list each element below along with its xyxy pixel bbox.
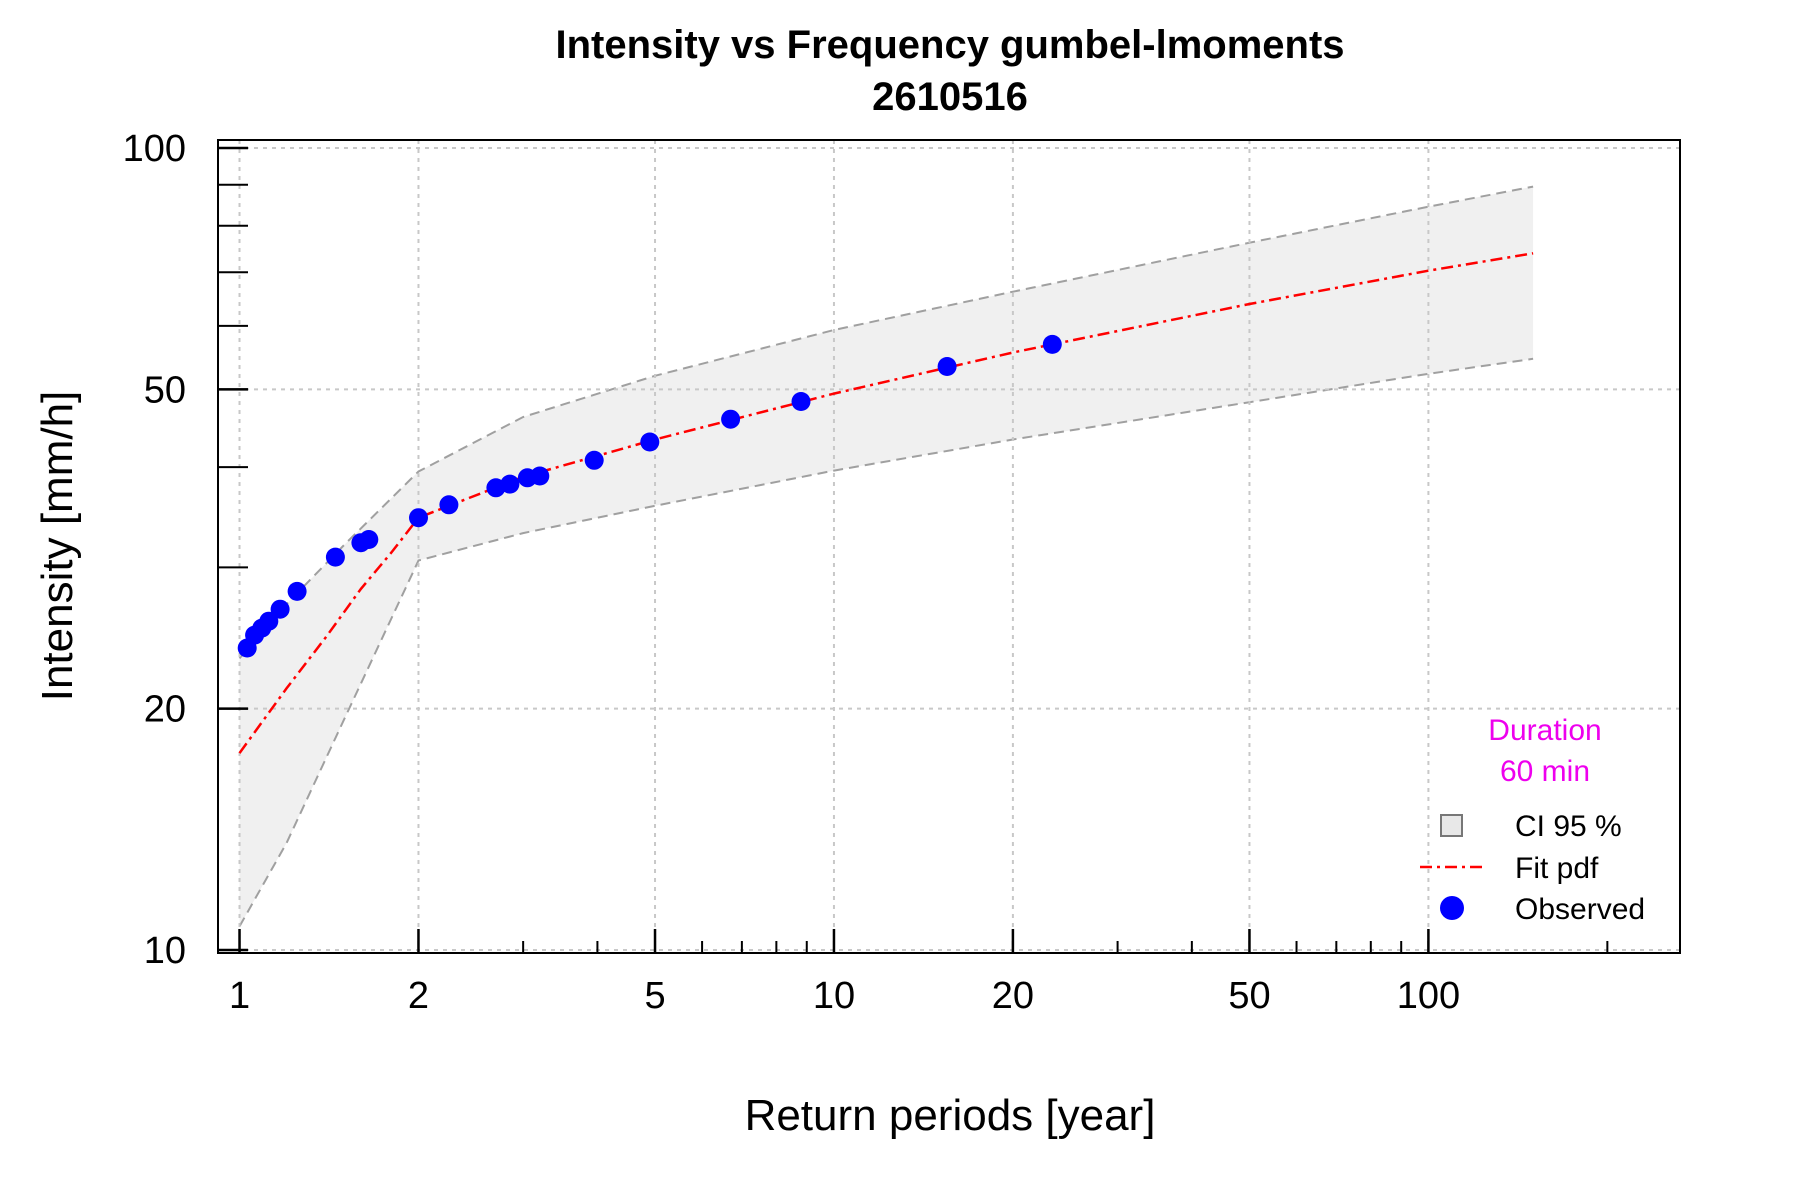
x-tick-label: 20 <box>992 975 1034 1017</box>
x-axis-label: Return periods [year] <box>745 1091 1156 1140</box>
x-tick-label: 50 <box>1228 975 1270 1017</box>
ci-lower-line <box>238 357 1534 927</box>
y-axis-label: Intensity [mm/h] <box>33 391 82 702</box>
y-axis: 10 20 50 100 <box>123 128 248 972</box>
legend-label-observed: Observed <box>1515 893 1645 926</box>
legend-swatch-ci <box>1440 814 1463 837</box>
x-tick-label: 2 <box>408 975 429 1017</box>
chart-title: Intensity vs Frequency gumbel-lmoments <box>555 23 1344 67</box>
duration-annotation: Duration 60 min <box>1488 714 1601 788</box>
x-axis: 1 2 5 10 20 50 100 <box>229 929 1609 1017</box>
x-tick-label: 5 <box>644 975 665 1017</box>
observed-point <box>359 530 379 549</box>
grid-layer <box>218 140 1680 953</box>
legend: CI 95 % Fit pdf Observed <box>1420 810 1645 926</box>
ci-band-fill <box>239 186 1534 927</box>
y-tick-label: 10 <box>144 930 186 972</box>
observed-point <box>640 432 660 452</box>
duration-label: Duration <box>1488 714 1601 747</box>
y-tick-label: 20 <box>144 689 186 731</box>
observed-point <box>409 508 428 528</box>
legend-label-ci: CI 95 % <box>1515 810 1622 843</box>
plot-frame <box>217 139 1681 954</box>
observed-point <box>530 466 550 486</box>
observed-point <box>584 450 604 470</box>
observed-point <box>270 599 290 619</box>
observed-point <box>791 392 811 411</box>
x-tick-label: 100 <box>1397 975 1460 1017</box>
y-tick-label: 100 <box>123 128 186 170</box>
observed-point <box>721 409 741 429</box>
legend-label-fit: Fit pdf <box>1515 852 1599 885</box>
observed-point <box>500 474 520 494</box>
observed-point <box>325 547 345 567</box>
duration-value: 60 min <box>1500 755 1590 788</box>
y-tick-label: 50 <box>144 369 186 411</box>
observed-point <box>937 357 957 376</box>
x-tick-label: 10 <box>813 975 855 1017</box>
observed-point <box>287 581 307 601</box>
legend-swatch-observed <box>1440 896 1464 920</box>
observed-point <box>259 611 279 631</box>
observed-point <box>1042 334 1062 354</box>
observed-points-layer <box>237 334 1062 658</box>
observed-point <box>439 495 459 515</box>
x-tick-label: 1 <box>229 975 250 1017</box>
chart-subtitle: 2610516 <box>872 75 1028 119</box>
